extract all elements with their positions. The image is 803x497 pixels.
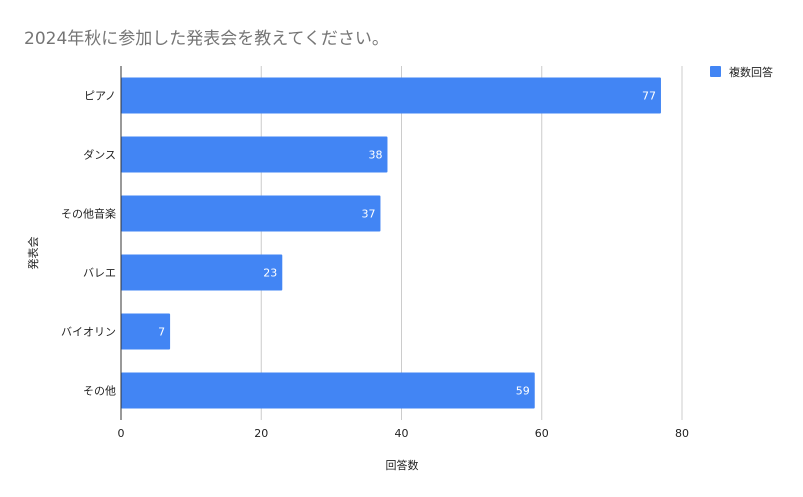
data-label: 77 [642,90,656,103]
x-tick-label: 40 [395,427,409,440]
category-label: バレエ [83,267,116,280]
category-label: ダンス [83,148,116,162]
bar [121,372,535,409]
legend: 複数回答 [710,65,773,79]
x-axis-title: 回答数 [386,458,419,472]
x-tick-label: 80 [675,427,689,440]
gridlines [260,66,683,420]
category-label: ピアノ [84,90,116,103]
bar [121,136,388,173]
category-label: その他音楽 [61,207,116,221]
bar [121,77,661,114]
data-label: 38 [368,149,382,162]
bar [121,254,283,291]
data-label: 23 [263,267,277,280]
bars: 77 38 37 23 7 59 [121,77,661,409]
data-label: 59 [516,385,530,398]
category-label: その他 [83,385,116,398]
bar [121,195,381,232]
data-label: 7 [158,326,165,339]
category-label: バイオリン [61,326,116,339]
x-tick-label: 20 [254,427,268,440]
bar [121,313,171,350]
data-label: 37 [361,208,375,221]
x-tick-label: 0 [118,427,125,440]
y-axis-title: 発表会 [26,237,40,270]
x-tick-label: 60 [535,427,549,440]
legend-label: 複数回答 [729,65,773,79]
legend-swatch [710,66,721,77]
chart-title: 2024年秋に参加した発表会を教えてください。 [24,29,389,49]
